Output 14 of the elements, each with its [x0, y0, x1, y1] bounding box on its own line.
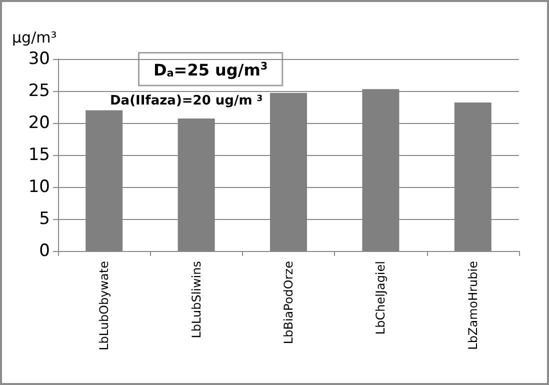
y-tick-label: 0 — [39, 241, 50, 261]
y-tick-label: 30 — [28, 49, 50, 69]
x-tick-label: LbLubObywate — [97, 261, 112, 350]
y-tick-label: 15 — [28, 145, 50, 165]
x-tick-label: LbChelJagiel — [374, 261, 388, 335]
x-tick-label: LbZamoHrubie — [466, 261, 480, 350]
x-tick-label: LbBiaPodOrze — [282, 261, 296, 344]
x-tick-label: LbLubSliwins — [189, 261, 204, 338]
annotation: Da(IIfaza)=20 ug/m 3 — [110, 93, 263, 108]
y-tick-label: 25 — [28, 81, 50, 101]
y-tick-label: 20 — [28, 113, 50, 133]
y-tick-label: 10 — [28, 177, 50, 197]
y-tick-label: 5 — [39, 209, 50, 229]
y-axis-title: µg/m³ — [12, 28, 57, 46]
